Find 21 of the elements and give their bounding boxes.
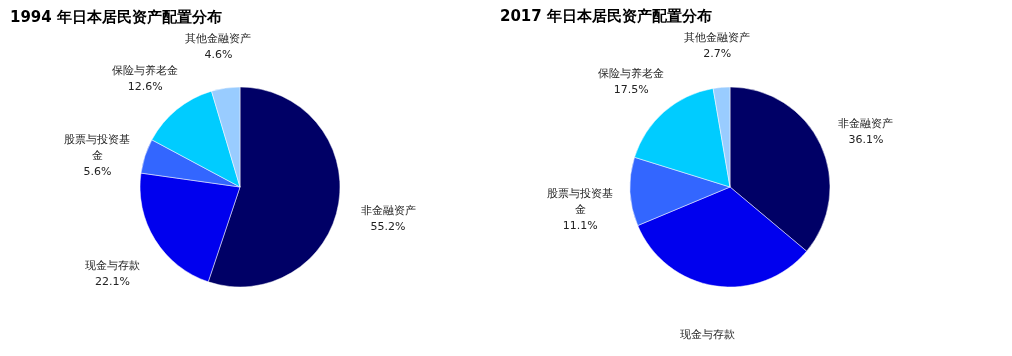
slice-label: 股票与投资基金 — [64, 133, 131, 163]
data-label: 22.1% — [94, 274, 130, 288]
data-label: 36.1% — [848, 132, 884, 146]
chart-title: 1994 年日本居民资产配置分布 — [10, 7, 222, 26]
slice-label: 非金融资产 — [360, 204, 416, 218]
data-label: 2.7% — [703, 46, 732, 60]
data-label: 11.1% — [562, 219, 598, 233]
slice-label: 保险与养老金 — [598, 67, 665, 81]
data-label: 5.6% — [83, 165, 112, 179]
slice-label: 现金与存款 — [679, 328, 735, 342]
chart-title: 2017 年日本居民资产配置分布 — [500, 6, 712, 25]
slice-label: 股票与投资基金 — [547, 187, 614, 217]
slice-label: 非金融资产 — [838, 116, 894, 130]
data-label: 12.6% — [127, 79, 163, 93]
slice-label: 其他金融资产 — [684, 30, 751, 44]
slice-label: 其他金融资产 — [185, 31, 252, 45]
data-label: 55.2% — [370, 220, 406, 234]
slice-label: 现金与存款 — [84, 258, 140, 272]
data-label: 4.6% — [204, 47, 233, 61]
slice-label: 保险与养老金 — [112, 63, 179, 77]
data-label: 17.5% — [613, 83, 649, 97]
